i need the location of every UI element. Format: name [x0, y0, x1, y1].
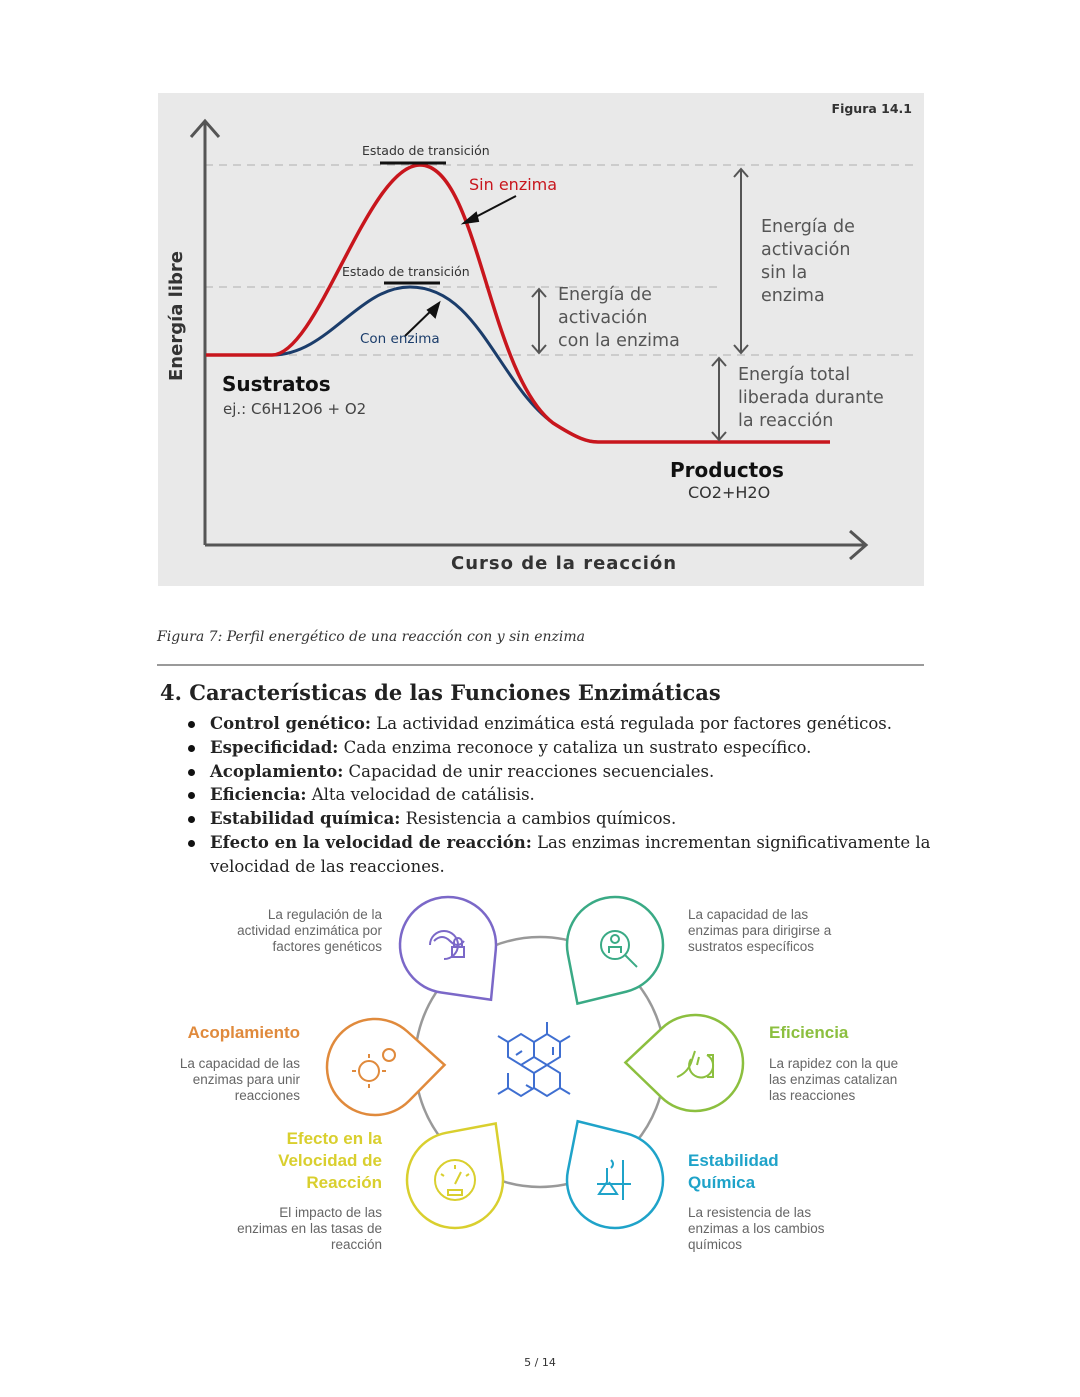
efficiency-pin	[623, 1013, 745, 1113]
total-energy-label: Energía total liberada durante la reacción	[738, 365, 884, 431]
dna-lock-icon	[429, 930, 465, 960]
curve-without-enzyme	[206, 163, 830, 444]
substrates-title: Sustratos	[222, 372, 331, 396]
gears-icon	[352, 1048, 397, 1088]
transition-state-label: Estado de transición	[342, 264, 470, 279]
molecule-icon	[497, 1022, 571, 1098]
energy-profile-figure: Figura 14.1 Energía libre Curso de la re…	[158, 93, 924, 586]
speedometer-icon	[434, 1159, 477, 1201]
transition-state-label: Estado de transición	[362, 143, 490, 158]
x-axis-label: Curso de la reacción	[451, 553, 678, 574]
substrates-example: ej.: C6H12O6 + O2	[223, 400, 367, 418]
list-item: Control genético: La actividad enzimátic…	[188, 712, 970, 736]
efficiency-description: La rapidez con la que las enzimas cataliz…	[769, 1056, 899, 1103]
magnifier-icon	[600, 930, 638, 968]
arrow-activation-without	[733, 167, 749, 355]
figure-caption: Figura 7: Perfil energético de una reacc…	[157, 629, 586, 645]
page-number: 5 / 14	[524, 1356, 556, 1369]
list-item: Eficiencia: Alta velocidad de catálisis.	[188, 783, 970, 807]
figure-tag: Figura 14.1	[831, 101, 912, 116]
products-title: Productos	[670, 458, 784, 482]
stability-description: La resistencia de las enzimas a los cambi…	[688, 1205, 825, 1252]
stability-title: Estabilidad Química	[688, 1151, 779, 1192]
list-item: Especificidad: Cada enzima reconoce y ca…	[188, 736, 970, 760]
divider	[157, 664, 924, 666]
flask-icon	[597, 1159, 631, 1200]
x-axis-arrow	[205, 529, 869, 561]
list-item: Efecto en la velocidad de reacción: Las …	[188, 831, 970, 879]
coupling-description: La capacidad de las enzimas para unir reac…	[179, 1056, 300, 1103]
features-list: Control genético: La actividad enzimátic…	[160, 712, 970, 879]
coupling-title: Acoplamiento	[187, 1023, 300, 1042]
activation-with-label: Energía de activación con la enzima	[558, 285, 680, 351]
activation-without-label: Energía de activación sin la enzima	[761, 217, 855, 306]
speed-pin	[405, 1122, 505, 1230]
stability-pin	[565, 1119, 665, 1230]
speed-title: Efecto en la Velocidad de Reacción	[278, 1129, 382, 1192]
specificity-description: La capacidad de las enzimas para dirigirs…	[688, 907, 832, 954]
arrow-total-energy	[711, 356, 727, 442]
y-axis-label: Energía libre	[166, 251, 187, 381]
list-item: Acoplamiento: Capacidad de unir reaccion…	[188, 760, 970, 784]
enzyme-functions-infographic: La regulación de la actividad enzimática …	[158, 890, 924, 1270]
without-enzyme-label: Sin enzima	[469, 175, 558, 194]
coupling-pin	[325, 1017, 447, 1117]
efficiency-title: Eficiencia	[769, 1023, 849, 1042]
genetic-description: La regulación de la actividad enzimática …	[237, 907, 382, 954]
specificity-pin	[565, 895, 665, 1006]
list-item: Estabilidad química: Resistencia a cambi…	[188, 807, 970, 831]
hand-stopwatch-icon	[676, 1050, 715, 1079]
products-formula: CO2+H2O	[688, 483, 771, 502]
speed-description: El impacto de las enzimas en las tasas de…	[237, 1205, 382, 1252]
with-enzyme-label: Con enzima	[360, 331, 440, 347]
section-heading: 4. Características de las Funciones Enzi…	[160, 680, 721, 705]
genetic-pin	[398, 895, 498, 1002]
figure-background	[158, 93, 924, 586]
infographic-graphic	[325, 895, 745, 1230]
y-axis-arrow	[189, 118, 221, 545]
arrow-activation-with	[531, 287, 547, 355]
energy-profile-graphic	[158, 93, 924, 586]
